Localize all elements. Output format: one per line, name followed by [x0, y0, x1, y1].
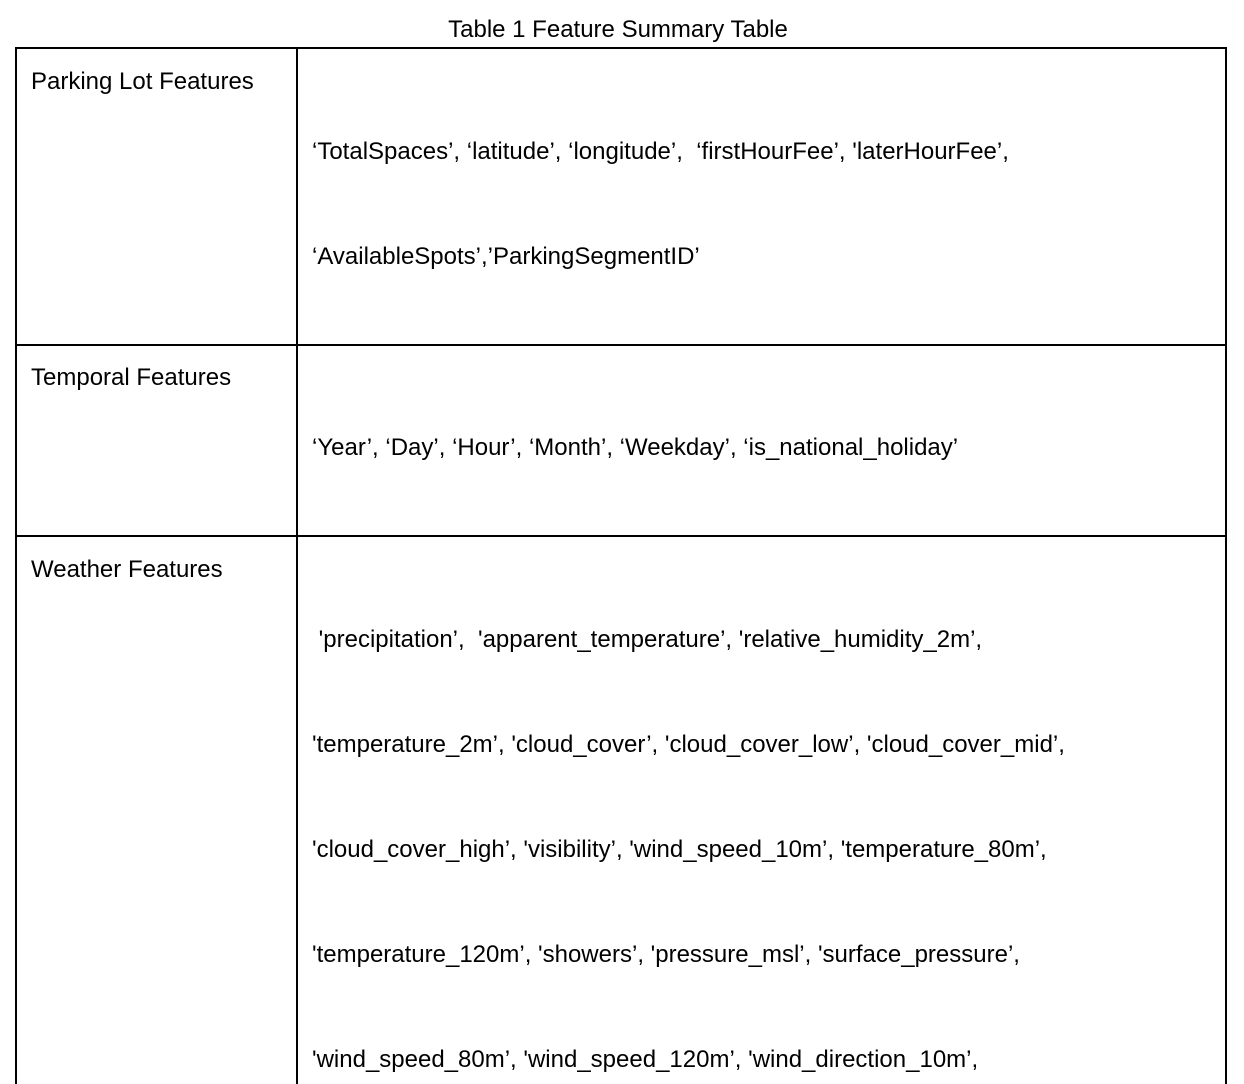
feature-line: 'temperature_2m’, 'cloud_cover’, 'cloud_… — [312, 731, 1065, 758]
feature-line: 'wind_speed_80m’, 'wind_speed_120m’, 'wi… — [312, 1046, 979, 1073]
features-cell: 'precipitation’, 'apparent_temperature’,… — [296, 535, 1227, 1084]
feature-line: 'cloud_cover_high’, 'visibility’, 'wind_… — [312, 836, 1047, 863]
feature-line: 'temperature_120m’, 'showers’, 'pressure… — [312, 941, 1020, 968]
features-cell: ‘TotalSpaces’, ‘latitude’, ‘longitude’, … — [296, 47, 1227, 346]
category-cell: Temporal Features — [15, 344, 298, 537]
features-cell: ‘Year’, ‘Day’, ‘Hour’, ‘Month’, ‘Weekday… — [296, 344, 1227, 537]
feature-line: ‘Year’, ‘Day’, ‘Hour’, ‘Month’, ‘Weekday… — [312, 434, 959, 461]
category-cell: Weather Features — [15, 535, 298, 1084]
feature-line: ‘AvailableSpots’,’ParkingSegmentID’ — [312, 243, 700, 270]
table-row-weather-features: Weather Features 'precipitation’, 'appar… — [15, 535, 1227, 1084]
table-caption: Table 1 Feature Summary Table — [448, 16, 788, 43]
feature-line: 'precipitation’, 'apparent_temperature’,… — [312, 626, 983, 653]
feature-summary-table: Parking Lot Features ‘TotalSpaces’, ‘lat… — [15, 47, 1227, 1084]
feature-line: ‘TotalSpaces’, ‘latitude’, ‘longitude’, … — [312, 138, 1009, 165]
table-row-temporal-features: Temporal Features ‘Year’, ‘Day’, ‘Hour’,… — [15, 344, 1227, 537]
table-row-parking-lot-features: Parking Lot Features ‘TotalSpaces’, ‘lat… — [15, 47, 1227, 346]
category-cell: Parking Lot Features — [15, 47, 298, 346]
